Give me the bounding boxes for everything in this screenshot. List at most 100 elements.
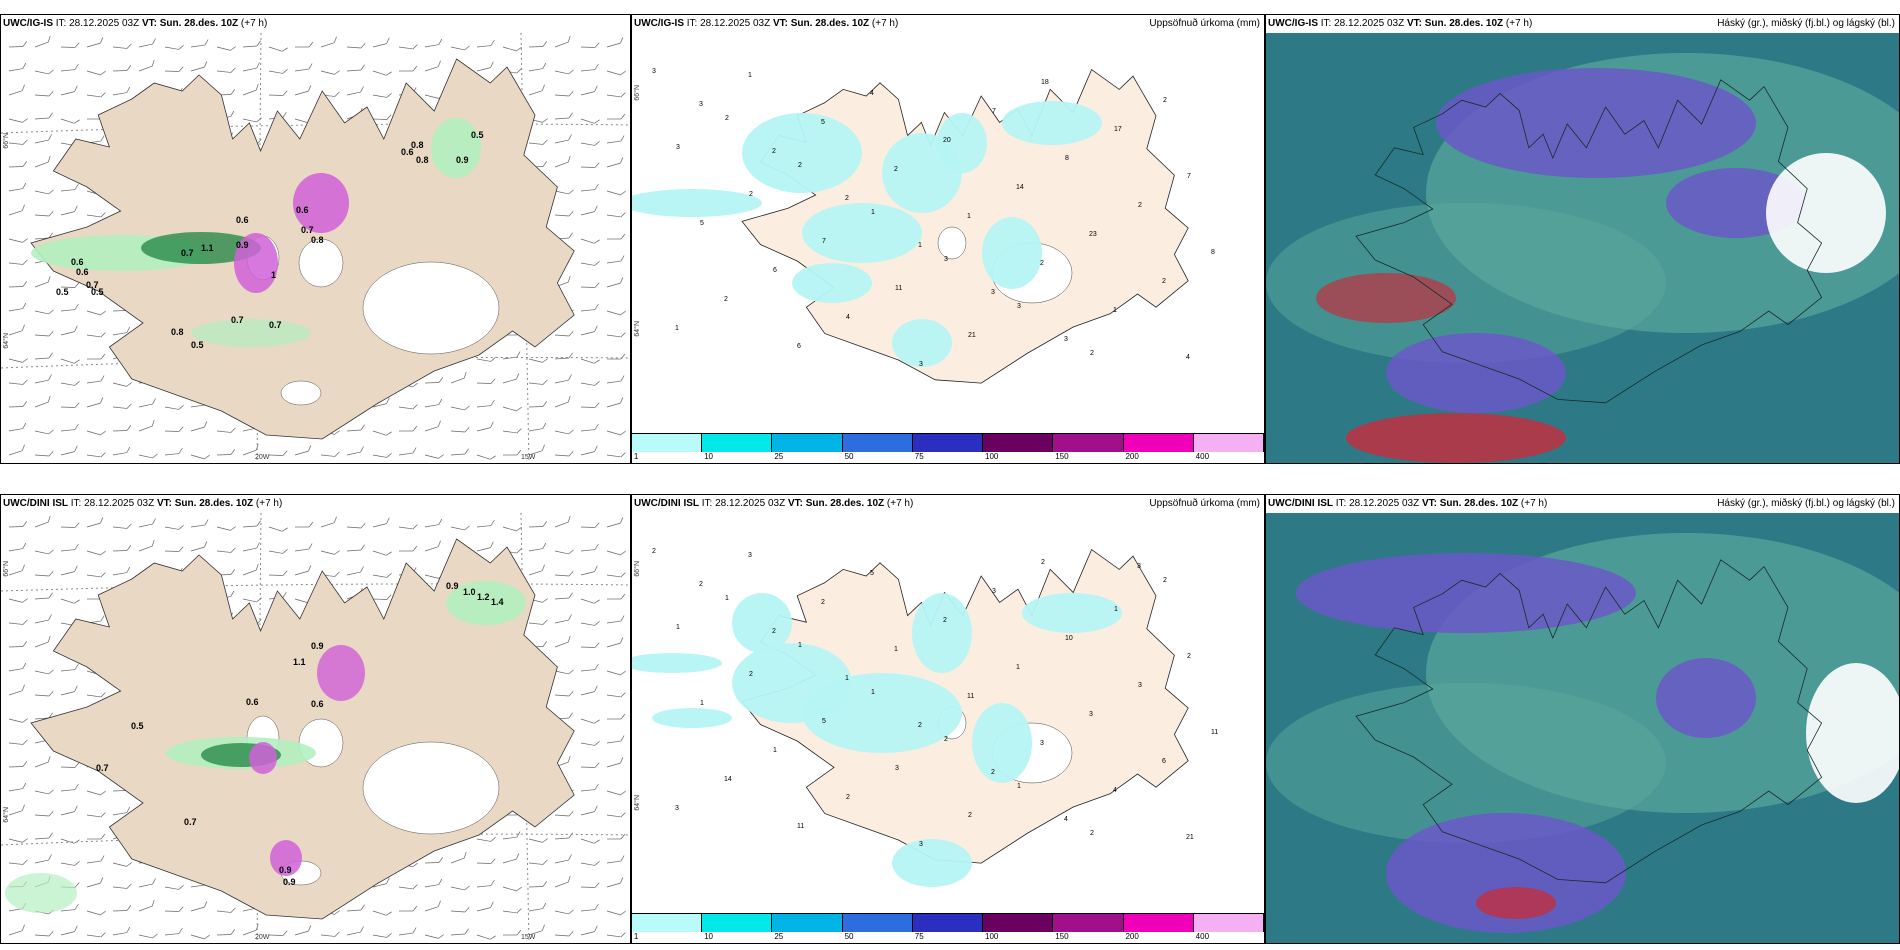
wind-barb [554,331,574,337]
wind-barb [112,382,132,387]
legend-label: 1 [633,452,639,461]
wind-barb [164,44,184,50]
precip-value-label: 11 [1211,729,1218,736]
precip-value-label: 3 [1017,303,1021,310]
wind-barb [606,70,626,76]
wind-barb [607,113,626,120]
wind-barb [607,593,626,600]
wind-barb [164,906,184,912]
precip-value-label: 3 [1040,740,1044,747]
wind-barb [60,903,79,912]
wind-barb [34,112,53,120]
it-label: IT: [55,18,67,29]
precip-value-label: 1 [918,242,922,249]
it-label: IT: [686,18,698,29]
precip-value-label: 3 [675,805,679,812]
precip-area [270,840,302,876]
wind-barb [112,65,132,72]
wind-barb [554,516,571,528]
wind-barb [8,641,28,648]
wind-barb [580,445,598,456]
wind-barb [112,403,132,409]
wind-barb [607,713,626,720]
wind-barb [216,907,236,913]
precip-value-label: 1 [748,72,752,79]
wind-barb [580,762,600,768]
wind-barb [606,37,624,48]
wind-barb [242,520,261,528]
axis-label-lat: 66°N [634,85,641,101]
it-label: IT: [70,498,82,509]
wind-barb [424,878,443,888]
precip-value-label: 0.9 [456,155,469,165]
precip-value-label: 0.5 [131,721,144,731]
axis-label-lat: 64°N [3,807,10,823]
wind-barb [60,860,80,866]
precip-value-label: 5 [822,718,826,725]
lead-time: (+7 h) [255,498,283,509]
precip-area [1022,593,1122,633]
wind-barb [580,685,598,696]
cloud-high-layer [1346,413,1566,463]
legend-label: 50 [844,932,854,941]
precip-value-label: 0.7 [96,763,109,773]
precip-area [802,673,962,753]
wind-barb [60,663,79,672]
precip-value-label: 3 [676,144,680,151]
wind-barb [606,517,624,528]
precip-value-label: 8 [1211,249,1215,256]
precip-value-label: 7 [992,108,996,115]
vt-value: Sun. 28.des. 10Z [1424,18,1504,29]
precip-value-label: 3 [1137,563,1141,570]
precip-value-label: 2 [1090,830,1094,837]
cloud-title: Háský (gr.), miðský (fj.bl.) og lágský (… [1717,498,1895,509]
iceland-outline [1355,79,1823,404]
wind-barb [554,832,573,840]
wind-barb [216,67,236,73]
wind-barb [190,901,208,912]
legend-swatch [772,434,843,452]
wind-barb [164,426,184,432]
wind-barb [216,46,236,51]
precip-value-label: 0.7 [86,280,99,290]
wind-barb [554,691,574,697]
wind-barb [86,37,104,48]
wind-barb [580,565,598,576]
wind-barb [606,572,626,578]
legend-swatch [702,914,773,932]
wind-barb [295,41,314,48]
wind-barb [580,642,600,648]
wind-barb [164,66,184,72]
wind-barb [112,86,131,96]
wind-barb [424,900,441,912]
lead-time: (+7 h) [886,498,914,509]
axis-label-lon: 15W [521,934,536,941]
lead-time: (+7 h) [871,18,899,29]
wind-barb [60,522,80,528]
wind-barb [528,924,545,936]
legend-label: 75 [914,452,924,461]
precip-area [892,319,952,367]
wind-barb [320,70,340,75]
precip-value-label: 2 [1162,278,1166,285]
precip-value-label: 1 [675,325,679,332]
wind-barb [476,519,495,528]
axis-label-lat: 64°N [634,321,641,337]
wind-barb [60,838,80,844]
precip-value-label: 0.6 [401,147,414,157]
wind-barb [580,140,600,146]
wind-barb [190,454,210,460]
cloud-high-layer [1386,813,1626,933]
wind-barb [34,854,52,864]
wind-barb [294,85,312,96]
wind-barb [8,41,28,48]
precip-value-label: 1 [271,270,276,280]
precip-title: Uppsöfnuð úrkoma (mm) [1149,498,1260,509]
legend-label: 10 [704,932,714,941]
wind-barb [346,86,364,96]
wind-barb [60,402,80,408]
wind-barb [606,877,624,888]
precip-area [742,113,862,193]
wind-barb [34,189,54,195]
precip-value-label: 0.6 [296,205,309,215]
